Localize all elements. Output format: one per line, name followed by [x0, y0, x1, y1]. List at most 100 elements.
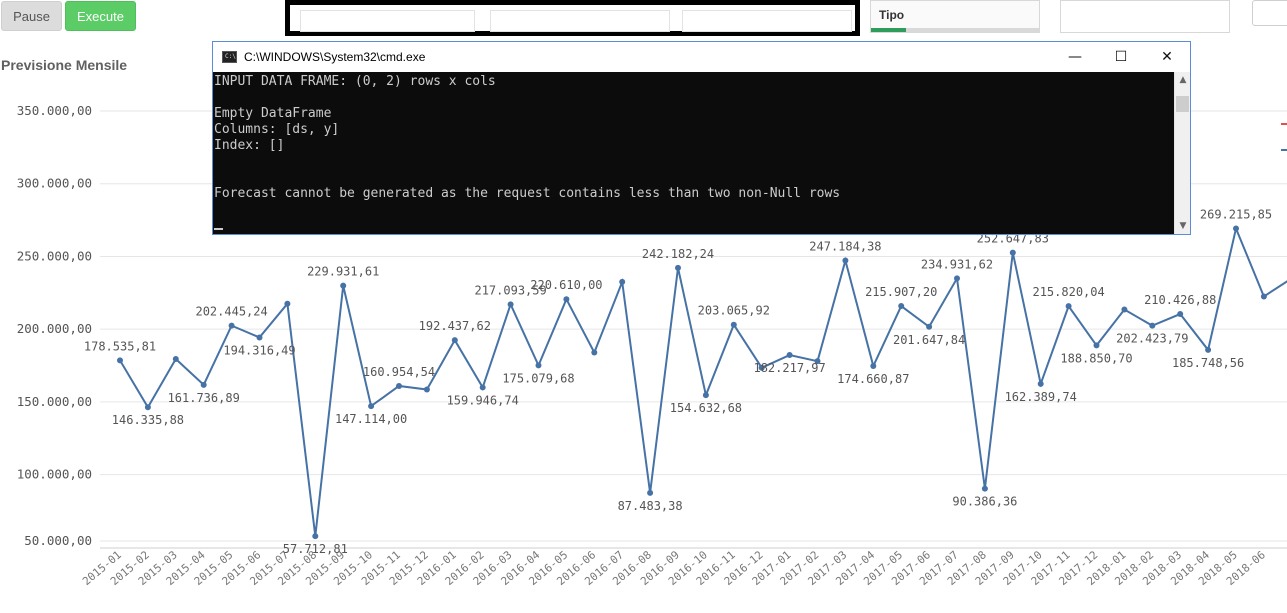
- data-point: [1205, 346, 1212, 353]
- cmd-title: C:\WINDOWS\System32\cmd.exe: [244, 50, 426, 64]
- y-tick-label: 50.000,00: [24, 533, 92, 548]
- data-label: 194.316,49: [223, 343, 295, 357]
- y-axis: 50.000,00 100.000,00 150.000,00 200.000,00 2…: [17, 103, 92, 548]
- cmd-scrollbar[interactable]: ▲ ▼: [1174, 72, 1190, 234]
- data-point: [340, 282, 347, 289]
- data-label: 182.217,97: [753, 361, 825, 375]
- data-point: [479, 384, 486, 391]
- minimize-button[interactable]: —: [1068, 49, 1082, 65]
- data-label: 215.907,20: [865, 285, 937, 299]
- series-path: [119, 225, 1287, 537]
- y-tick-label: 100.000,00: [17, 467, 92, 482]
- filter-cell[interactable]: [300, 10, 475, 32]
- data-label: 162.389,74: [1005, 390, 1077, 404]
- data-point: [1233, 225, 1239, 232]
- data-point: [619, 278, 626, 285]
- data-label: 146.335,88: [112, 413, 184, 427]
- data-label: 217.093,59: [474, 283, 546, 297]
- tipo-bar-track: [906, 28, 1039, 32]
- data-label: 234.931,62: [921, 257, 993, 271]
- data-point: [117, 357, 123, 364]
- data-point: [368, 403, 375, 410]
- data-label: 220.610,00: [530, 278, 602, 292]
- data-point: [451, 337, 458, 344]
- data-point: [423, 386, 430, 393]
- cmd-window[interactable]: C:\ C:\WINDOWS\System32\cmd.exe — ☐ ✕ IN…: [212, 41, 1191, 235]
- data-label: 147.114,00: [335, 412, 407, 426]
- cmd-icon: C:\: [222, 51, 237, 63]
- data-point: [228, 322, 235, 329]
- data-point: [396, 382, 402, 389]
- cmd-output: INPUT DATA FRAME: (0, 2) rows x cols Emp…: [214, 74, 841, 201]
- filter-box-small[interactable]: [1252, 0, 1287, 26]
- data-label: 188.850,70: [1060, 351, 1132, 365]
- scroll-up-icon[interactable]: ▲: [1179, 75, 1187, 85]
- data-label: 174.660,87: [837, 372, 909, 386]
- data-point: [814, 358, 821, 365]
- data-label: 202.423,79: [1116, 332, 1188, 346]
- data-point: [730, 321, 737, 328]
- filter-bar: [285, 0, 860, 36]
- y-tick-label: 250.000,00: [17, 248, 92, 263]
- data-label: 185.748,56: [1172, 356, 1244, 370]
- scroll-down-icon[interactable]: ▼: [1179, 221, 1187, 231]
- x-axis: 2015-012015-022015-032015-042015-052015-…: [80, 548, 1268, 588]
- cmd-console[interactable]: INPUT DATA FRAME: (0, 2) rows x cols Emp…: [213, 72, 1174, 234]
- data-label: 269.215,85: [1200, 208, 1272, 222]
- data-label: 229.931,61: [307, 265, 379, 279]
- data-label: 192.437,62: [419, 319, 491, 333]
- close-button[interactable]: ✕: [1161, 49, 1173, 65]
- data-label: 87.483,38: [618, 499, 683, 513]
- data-point: [1149, 322, 1156, 329]
- data-point: [647, 489, 654, 496]
- data-label: 203.065,92: [698, 304, 770, 318]
- data-label: 175.079,68: [502, 371, 574, 385]
- tipo-selection-bar: [871, 28, 906, 32]
- series-line: [117, 225, 1287, 540]
- legend-marker: [1281, 149, 1287, 151]
- data-point: [256, 334, 263, 341]
- tipo-label: Tipo: [879, 8, 905, 22]
- data-point: [284, 300, 291, 307]
- cmd-cursor: [214, 228, 223, 230]
- y-tick-label: 300.000,00: [17, 176, 92, 191]
- data-point: [898, 303, 905, 310]
- y-tick-label: 150.000,00: [17, 394, 92, 409]
- data-point: [954, 275, 960, 282]
- data-point: [758, 364, 765, 371]
- scroll-thumb[interactable]: [1176, 96, 1189, 112]
- data-label: 242.182,24: [642, 247, 714, 261]
- data-label: 159.946,74: [447, 393, 519, 407]
- data-point: [144, 404, 151, 411]
- data-label: 90.386,36: [952, 495, 1017, 509]
- data-label: 57.712,81: [283, 542, 348, 556]
- data-label: 161.736,89: [168, 391, 240, 405]
- data-point: [786, 352, 793, 359]
- data-label: 215.820,04: [1032, 285, 1104, 299]
- data-point: [1177, 311, 1184, 318]
- data-point: [842, 257, 849, 264]
- filter-cell[interactable]: [682, 10, 852, 32]
- data-point: [507, 301, 514, 308]
- y-tick-label: 350.000,00: [17, 103, 92, 118]
- pause-button[interactable]: Pause: [1, 1, 62, 31]
- data-labels: 178.535,81 146.335,88 161.736,89 202.445,24…: [84, 208, 1272, 557]
- data-point: [1121, 306, 1128, 313]
- tipo-filter[interactable]: Tipo: [870, 0, 1040, 33]
- data-label: 252.647,83: [977, 232, 1049, 246]
- execute-button[interactable]: Execute: [65, 1, 136, 31]
- filter-cell[interactable]: [490, 10, 670, 32]
- filter-box[interactable]: [1060, 0, 1230, 33]
- data-label: 202.445,24: [195, 305, 267, 319]
- data-point: [200, 381, 207, 388]
- data-label: 154.632,68: [670, 401, 742, 415]
- chart-title: Previsione Mensile: [1, 57, 128, 73]
- cmd-titlebar[interactable]: C:\ C:\WINDOWS\System32\cmd.exe — ☐ ✕: [213, 42, 1190, 72]
- maximize-button[interactable]: ☐: [1114, 49, 1128, 65]
- data-label: 160.954,54: [363, 365, 435, 379]
- data-point: [702, 392, 709, 399]
- data-point: [1037, 380, 1044, 387]
- data-label: 178.535,81: [84, 339, 156, 353]
- legend-marker: [1281, 123, 1287, 125]
